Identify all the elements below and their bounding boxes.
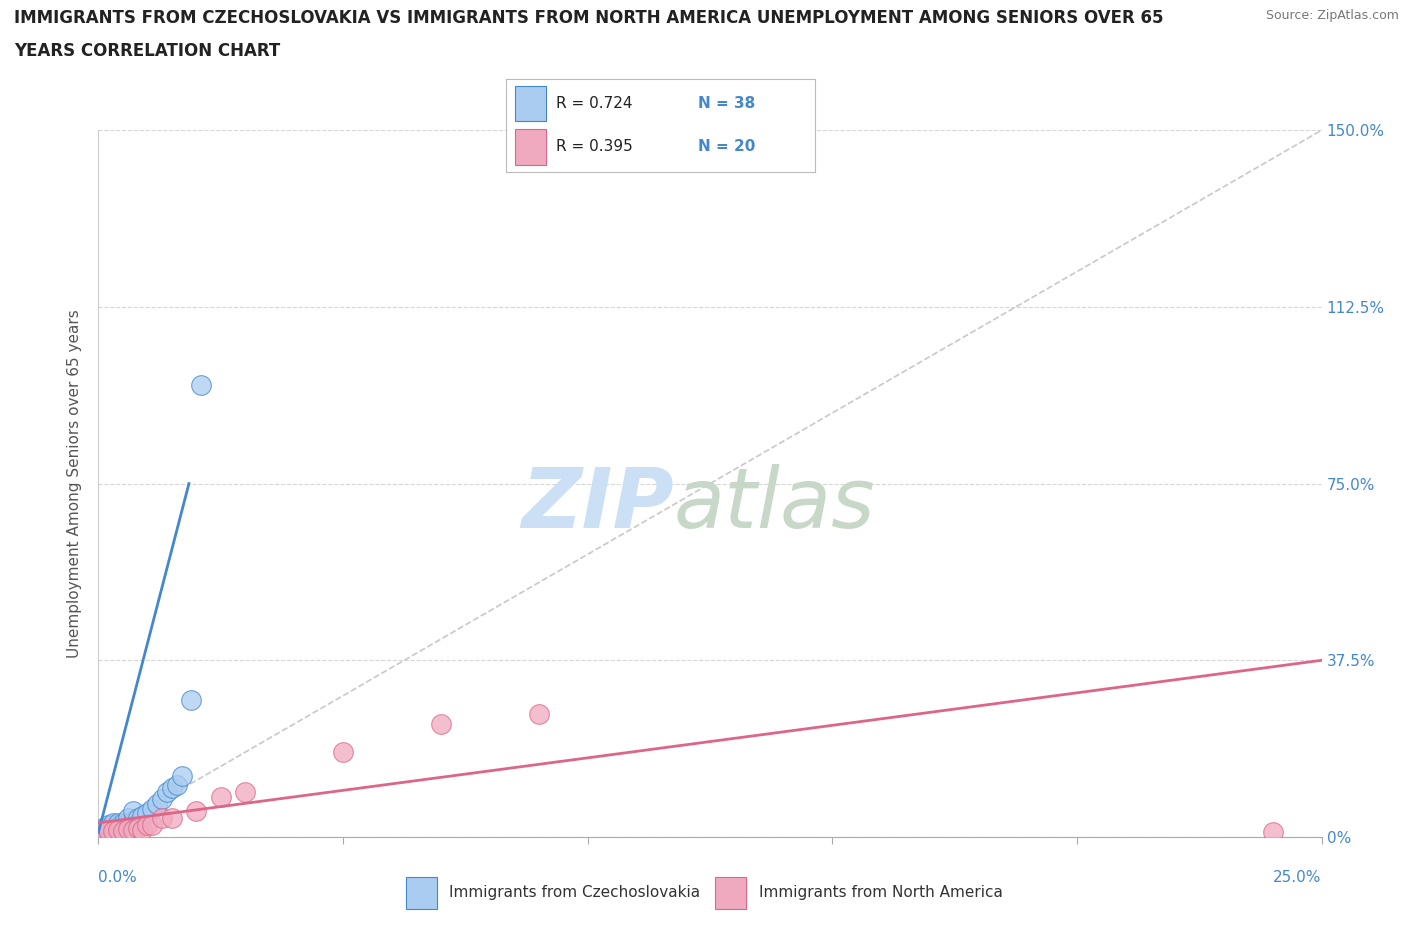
- Point: [160, 780, 183, 795]
- FancyBboxPatch shape: [716, 876, 747, 910]
- Point: [91, 824, 114, 839]
- Point: [146, 797, 169, 812]
- FancyBboxPatch shape: [406, 876, 437, 910]
- Point: [101, 817, 124, 832]
- Point: [127, 820, 149, 835]
- Point: [117, 821, 139, 836]
- Point: [527, 707, 550, 722]
- Point: [121, 804, 143, 818]
- Point: [101, 825, 124, 840]
- Point: [160, 811, 183, 826]
- Point: [101, 824, 124, 839]
- Point: [91, 822, 114, 837]
- Point: [121, 813, 143, 828]
- Point: [97, 822, 120, 837]
- Point: [127, 816, 149, 830]
- Point: [209, 790, 232, 804]
- Text: 0.0%: 0.0%: [98, 870, 138, 884]
- Point: [1261, 825, 1284, 840]
- Point: [121, 817, 143, 832]
- Point: [101, 820, 124, 835]
- Point: [97, 822, 120, 837]
- Point: [107, 820, 129, 835]
- Point: [107, 822, 129, 837]
- Point: [117, 816, 139, 830]
- Y-axis label: Unemployment Among Seniors over 65 years: Unemployment Among Seniors over 65 years: [67, 310, 83, 658]
- Text: Immigrants from Czechoslovakia: Immigrants from Czechoslovakia: [450, 885, 700, 900]
- Point: [141, 817, 163, 832]
- Text: YEARS CORRELATION CHART: YEARS CORRELATION CHART: [14, 42, 280, 60]
- FancyBboxPatch shape: [516, 129, 547, 165]
- Point: [180, 693, 202, 708]
- Text: IMMIGRANTS FROM CZECHOSLOVAKIA VS IMMIGRANTS FROM NORTH AMERICA UNEMPLOYMENT AMO: IMMIGRANTS FROM CZECHOSLOVAKIA VS IMMIGR…: [14, 9, 1164, 27]
- Point: [332, 745, 354, 760]
- Point: [97, 820, 120, 835]
- Point: [150, 791, 173, 806]
- Point: [127, 811, 149, 826]
- Point: [97, 817, 120, 832]
- Point: [166, 777, 188, 792]
- Text: R = 0.724: R = 0.724: [555, 96, 633, 111]
- Point: [186, 804, 208, 818]
- Point: [107, 822, 129, 837]
- Point: [233, 785, 256, 800]
- Text: N = 38: N = 38: [697, 96, 755, 111]
- Point: [121, 822, 143, 837]
- Text: R = 0.395: R = 0.395: [555, 140, 633, 154]
- Point: [150, 811, 173, 826]
- Text: Source: ZipAtlas.com: Source: ZipAtlas.com: [1265, 9, 1399, 22]
- Point: [131, 808, 153, 823]
- Point: [430, 716, 453, 731]
- Point: [111, 820, 134, 835]
- Point: [131, 822, 153, 837]
- Point: [141, 802, 163, 817]
- Point: [136, 806, 159, 821]
- Point: [136, 817, 159, 832]
- Point: [170, 768, 193, 783]
- Text: ZIP: ZIP: [520, 464, 673, 545]
- Text: N = 20: N = 20: [697, 140, 755, 154]
- Point: [101, 816, 124, 830]
- Point: [111, 816, 134, 830]
- Point: [91, 825, 114, 840]
- Point: [190, 378, 212, 392]
- Point: [101, 822, 124, 837]
- Point: [107, 817, 129, 832]
- Text: 25.0%: 25.0%: [1274, 870, 1322, 884]
- Point: [117, 811, 139, 826]
- Point: [156, 785, 179, 800]
- Point: [117, 820, 139, 835]
- Point: [91, 820, 114, 835]
- FancyBboxPatch shape: [516, 86, 547, 121]
- Point: [111, 817, 134, 832]
- Point: [111, 824, 134, 839]
- Text: Immigrants from North America: Immigrants from North America: [759, 885, 1002, 900]
- Text: atlas: atlas: [673, 464, 875, 545]
- Point: [97, 825, 120, 840]
- Point: [107, 816, 129, 830]
